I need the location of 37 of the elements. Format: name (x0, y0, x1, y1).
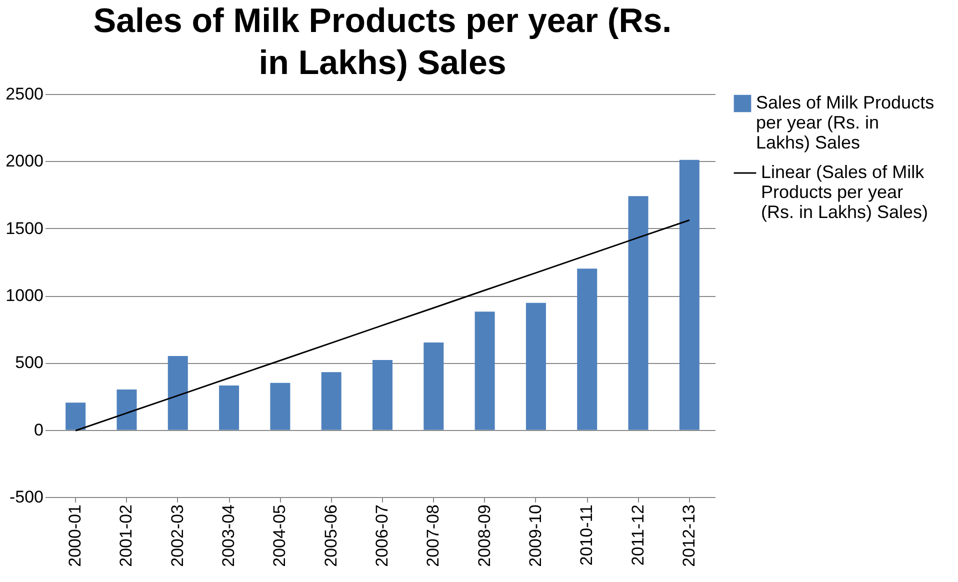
bar (321, 372, 342, 430)
bar (372, 360, 392, 430)
bar (526, 302, 546, 430)
x-tick-label: 2011-12 (628, 504, 648, 566)
legend-label: Linear (Sales of Milk Products per year (Rs. in Lakhs) Sales) (761, 162, 928, 222)
y-tick-label: 1000 (6, 286, 44, 305)
x-tick-label: 2004-05 (270, 504, 290, 567)
line-series (74, 219, 690, 432)
x-tick-label: 2003-04 (219, 504, 238, 567)
y-tick-label: 500 (15, 353, 44, 372)
x-tick-label: 2002-03 (168, 504, 187, 567)
bar (168, 356, 188, 430)
legend-label: Sales of Milk Products per year (Rs. in Lakhs) Sales (756, 92, 934, 152)
x-tick-label: 2008-09 (474, 504, 494, 567)
x-tick-label: 2012-13 (679, 504, 698, 567)
x-tick-label: 2009-10 (526, 504, 545, 567)
bar (116, 390, 137, 430)
bar (628, 196, 648, 430)
x-tick-label: 2010-11 (577, 504, 596, 566)
y-tick-label: 0 (34, 420, 44, 440)
y-tick-label: 2000 (6, 152, 44, 171)
bar (474, 312, 495, 430)
x-tick-label: 2007-08 (424, 504, 443, 567)
bar (424, 342, 444, 430)
bar (270, 382, 290, 430)
y-tick-label: 2500 (6, 84, 44, 104)
bar (577, 268, 598, 430)
chart-title: Sales of Milk Products per year (Rs. in Lakhs) Sales (93, 2, 672, 82)
x-tick-label: 2001-02 (116, 504, 136, 567)
x-tick-label: 2005-06 (321, 504, 340, 567)
bar (679, 160, 700, 430)
y-tick-label: 1500 (6, 218, 44, 238)
bar (66, 402, 86, 430)
y-tick-label: -500 (9, 488, 44, 506)
x-tick-label: 2000-01 (66, 504, 85, 567)
bar (219, 386, 240, 430)
x-tick-label: 2006-07 (372, 504, 392, 567)
